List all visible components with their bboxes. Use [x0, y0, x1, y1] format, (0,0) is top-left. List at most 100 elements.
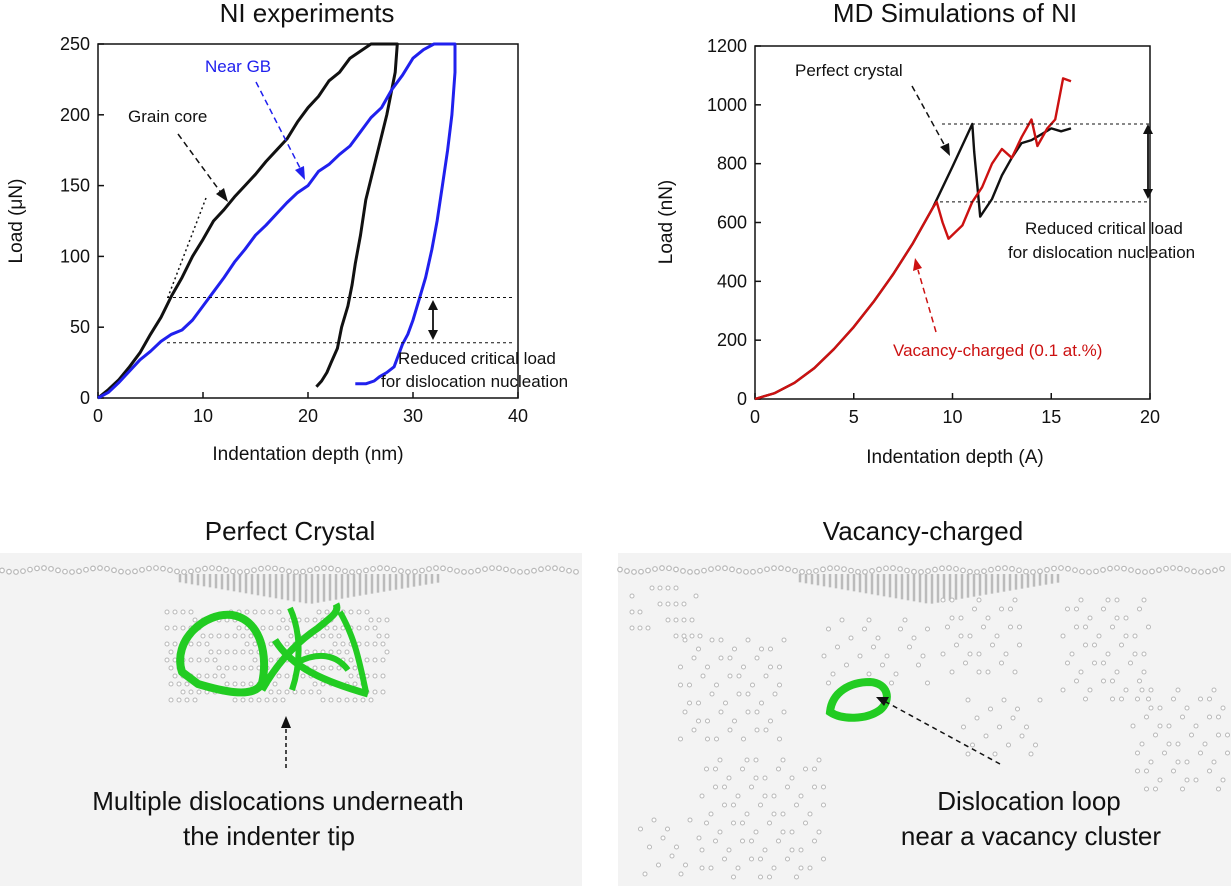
y-tick-label: 1000	[707, 95, 747, 115]
atom	[629, 625, 635, 631]
surface-atom	[104, 565, 110, 572]
surface-atom	[932, 566, 938, 573]
atom	[1119, 642, 1124, 648]
atom	[657, 585, 663, 591]
atom	[1175, 687, 1181, 693]
atom	[344, 649, 350, 655]
atom	[1087, 687, 1093, 693]
surface-atom	[848, 567, 854, 574]
atom	[1184, 705, 1190, 711]
surface-atom	[454, 568, 460, 574]
atom	[168, 681, 174, 687]
chart2-perfect-crystal-label: Perfect crystal	[795, 61, 903, 80]
surface-atom	[202, 565, 208, 572]
surface-atom	[307, 567, 313, 574]
atom	[1148, 705, 1154, 711]
atom	[682, 637, 688, 643]
surface-atom	[820, 566, 826, 573]
atom	[674, 844, 679, 850]
surface-atom	[300, 568, 306, 575]
surface-atom	[1009, 565, 1015, 572]
surface-atom	[426, 566, 432, 572]
atom	[727, 727, 733, 733]
atom	[1008, 606, 1013, 612]
atom	[320, 665, 326, 671]
atom	[732, 646, 737, 652]
surface-atom	[76, 568, 82, 575]
atom	[340, 641, 346, 647]
atom	[673, 585, 679, 591]
atom	[268, 625, 274, 631]
atom	[376, 617, 382, 623]
atom	[336, 665, 342, 671]
surface-atom	[363, 567, 369, 574]
surface-atom	[897, 566, 903, 572]
surface-atom	[778, 565, 784, 572]
atom	[384, 649, 390, 655]
left-panel-arrowhead	[281, 716, 291, 728]
atom	[172, 609, 178, 615]
surface-atom	[545, 565, 551, 572]
surface-atom	[559, 566, 565, 573]
atom	[645, 625, 651, 631]
atom	[232, 665, 238, 671]
series-line-near-gb	[97, 42, 457, 400]
atom	[1184, 759, 1190, 765]
atom	[1087, 615, 1093, 621]
atom	[749, 784, 754, 790]
atom	[1144, 768, 1149, 774]
surface-atom	[1184, 566, 1190, 573]
atom	[771, 865, 777, 871]
atom	[284, 625, 290, 631]
atom	[902, 617, 908, 623]
y-tick-label: 0	[737, 389, 747, 409]
atom	[727, 655, 733, 661]
surface-atom	[440, 565, 446, 572]
atom	[866, 617, 872, 623]
atom	[348, 673, 354, 679]
md-simulations-chart: MD Simulations of NI 0 5 10 15 2002004006008…	[656, 0, 1195, 468]
surface-atom	[834, 565, 840, 572]
surface-atom	[701, 567, 707, 574]
atom	[916, 662, 921, 668]
surface-atom	[869, 568, 875, 574]
surface-atom	[328, 565, 334, 572]
atom	[780, 811, 786, 817]
atom	[172, 641, 178, 647]
atom	[699, 793, 705, 799]
atom	[637, 609, 643, 615]
perfect-crystal-panel-title: Perfect Crystal	[205, 516, 376, 546]
atom	[763, 673, 769, 679]
atom	[768, 664, 773, 670]
atom	[328, 665, 334, 671]
right-panel-arrowhead	[876, 697, 889, 706]
atom	[758, 856, 763, 862]
surface-atom	[321, 565, 327, 571]
atom	[714, 736, 719, 742]
atom	[168, 665, 174, 671]
atom	[974, 715, 980, 721]
atom	[816, 829, 822, 835]
atom	[781, 709, 787, 715]
surface-atom	[876, 566, 882, 573]
atom	[1162, 750, 1167, 756]
surface-atom	[398, 568, 404, 574]
atom	[164, 625, 170, 631]
right-atom-field	[617, 565, 1230, 880]
atom	[280, 697, 286, 703]
surface-atom	[855, 568, 861, 575]
chart1-grain-core-arrow	[177, 133, 223, 195]
surface-atom	[1149, 568, 1155, 575]
atom	[172, 625, 178, 631]
atom	[372, 625, 378, 631]
atom	[1012, 669, 1018, 675]
atom	[1141, 651, 1147, 657]
atom	[1137, 678, 1142, 684]
x-tick-label: 15	[1041, 407, 1061, 427]
atom	[188, 609, 194, 615]
atom	[184, 697, 190, 703]
atom	[777, 682, 782, 688]
atom	[750, 682, 755, 688]
atom	[713, 784, 718, 790]
atom	[264, 697, 270, 703]
